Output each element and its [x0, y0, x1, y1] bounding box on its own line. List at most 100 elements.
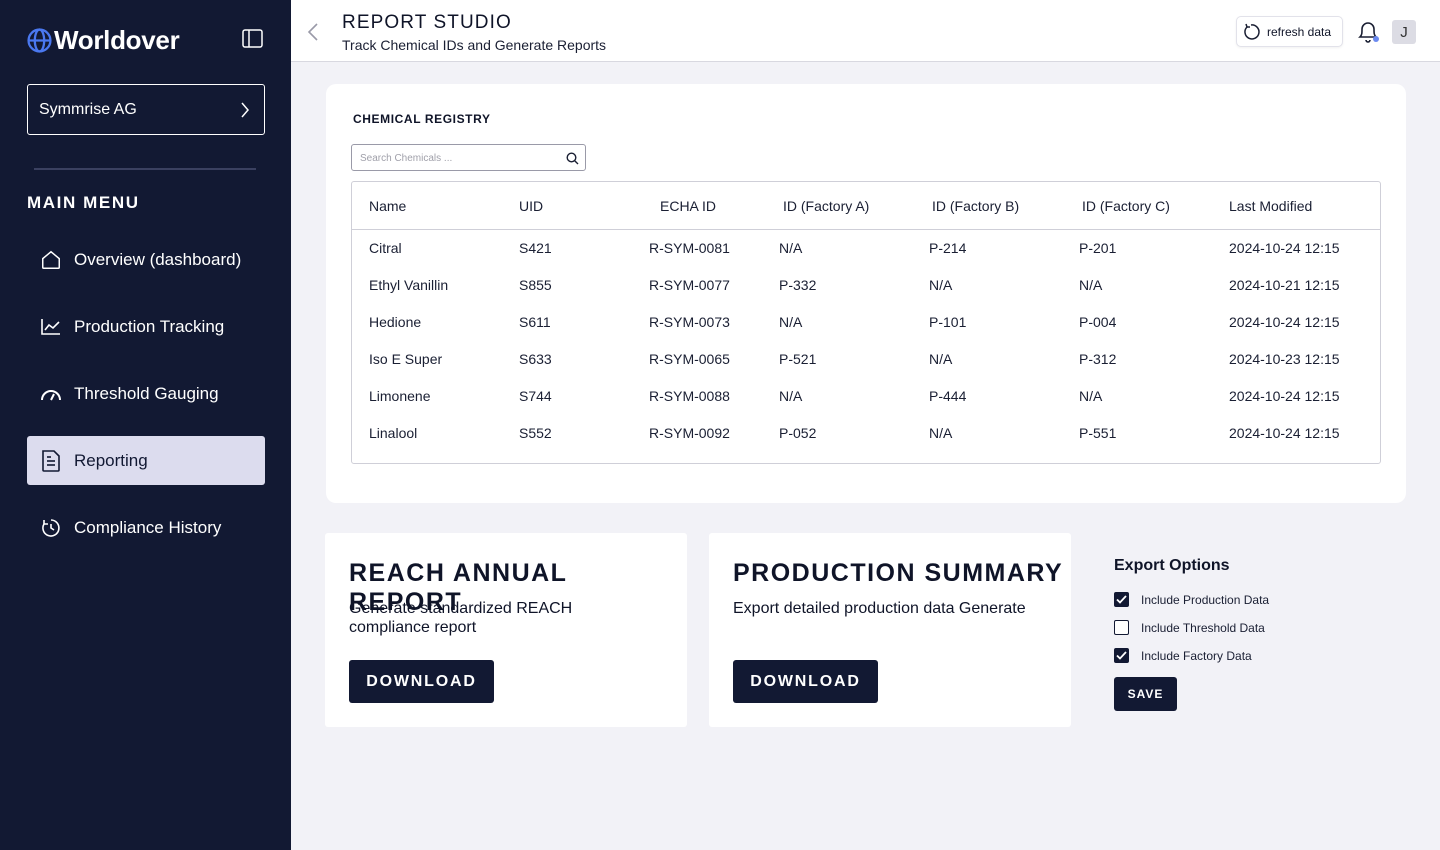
main-menu-heading: MAIN MENU	[27, 193, 140, 212]
table-row[interactable]: Limonene S744 R-SYM-0088 N/A P-444 N/A 2…	[352, 379, 1380, 416]
checkbox-unchecked[interactable]	[1114, 620, 1129, 635]
cell-factory-c: N/A	[1079, 388, 1103, 404]
save-button[interactable]: SAVE	[1114, 677, 1177, 711]
table-row[interactable]: Ethyl Vanillin S855 R-SYM-0077 P-332 N/A…	[352, 268, 1380, 305]
sidebar-item-reporting[interactable]: Reporting	[27, 436, 265, 485]
cell-uid: S552	[519, 425, 552, 441]
checkbox-checked[interactable]	[1114, 648, 1129, 663]
sidebar-item-label: Reporting	[74, 450, 148, 470]
cell-last-modified: 2024-10-24 12:15	[1229, 240, 1340, 256]
cell-last-modified: 2024-10-24 12:15	[1229, 425, 1340, 441]
table-row[interactable]: Linalool S552 R-SYM-0092 P-052 N/A P-551…	[352, 416, 1380, 453]
option-label: Include Threshold Data	[1141, 620, 1265, 635]
cell-last-modified: 2024-10-21 12:15	[1229, 277, 1340, 293]
chemical-table: Name UID ECHA ID ID (Factory A) ID (Fact…	[351, 181, 1381, 464]
option-label: Include Factory Data	[1141, 648, 1252, 663]
cell-echa-id: R-SYM-0077	[649, 277, 730, 293]
cell-factory-c: P-312	[1079, 351, 1117, 367]
refresh-data-label: refresh data	[1267, 24, 1332, 39]
report-description: Export detailed production data Generate	[733, 600, 1026, 617]
cell-name: Ethyl Vanillin	[369, 277, 449, 293]
table-row[interactable]: Iso E Super S633 R-SYM-0065 P-521 N/A P-…	[352, 342, 1380, 379]
page-title: REPORT STUDIO	[342, 12, 512, 33]
avatar[interactable]: J	[1392, 20, 1416, 44]
cell-uid: S744	[519, 388, 552, 404]
registry-title: CHEMICAL REGISTRY	[353, 112, 491, 126]
production-summary-card: PRODUCTION SUMMARY Export detailed produ…	[709, 533, 1071, 727]
cell-factory-a: N/A	[779, 314, 803, 330]
column-header-last-modified[interactable]: Last Modified	[1229, 198, 1313, 214]
search-input[interactable]	[360, 149, 560, 167]
export-options-panel: Export Options Include Production Data I…	[1114, 557, 1374, 711]
sidebar: Worldover Symmrise AG MAIN MENU Overview…	[0, 0, 291, 850]
download-reach-report-button[interactable]: DOWNLOAD	[349, 660, 494, 703]
column-header-uid[interactable]: UID	[519, 198, 544, 214]
cell-factory-c: P-004	[1079, 314, 1117, 330]
option-label: Include Production Data	[1141, 592, 1270, 607]
cell-factory-b: N/A	[929, 351, 953, 367]
download-production-summary-button[interactable]: DOWNLOAD	[733, 660, 878, 703]
chevron-right-icon	[241, 102, 249, 118]
report-title: PRODUCTION SUMMARY	[733, 559, 1064, 587]
cell-name: Citral	[369, 240, 402, 256]
cell-factory-b: P-101	[929, 314, 967, 330]
cell-factory-c: N/A	[1079, 277, 1103, 293]
brand-logo[interactable]: Worldover	[27, 25, 180, 56]
column-header-factory-a[interactable]: ID (Factory A)	[783, 198, 870, 214]
home-icon	[39, 248, 63, 272]
report-icon	[39, 449, 63, 473]
search-icon[interactable]	[566, 152, 579, 165]
cell-echa-id: R-SYM-0092	[649, 425, 730, 441]
cell-echa-id: R-SYM-0081	[649, 240, 730, 256]
cell-echa-id: R-SYM-0073	[649, 314, 730, 330]
sidebar-item-threshold-gauging[interactable]: Threshold Gauging	[27, 369, 265, 418]
column-header-name[interactable]: Name	[369, 198, 407, 214]
column-header-factory-b[interactable]: ID (Factory B)	[932, 198, 1020, 214]
report-title: REACH ANNUAL REPORT	[349, 559, 567, 616]
option-include-threshold-data[interactable]: Include Threshold Data	[1114, 620, 1265, 635]
option-include-production-data[interactable]: Include Production Data	[1114, 592, 1269, 607]
sidebar-item-compliance-history[interactable]: Compliance History	[27, 503, 265, 552]
cell-last-modified: 2024-10-24 12:15	[1229, 314, 1340, 330]
option-include-factory-data[interactable]: Include Factory Data	[1114, 648, 1252, 663]
column-header-factory-c[interactable]: ID (Factory C)	[1082, 198, 1170, 214]
cell-name: Limonene	[369, 388, 431, 404]
search-chemicals-box	[351, 144, 586, 171]
cell-factory-a: P-052	[779, 425, 817, 441]
sidebar-item-label: Compliance History	[74, 517, 222, 537]
cell-last-modified: 2024-10-24 12:15	[1229, 388, 1340, 404]
checkbox-checked[interactable]	[1114, 592, 1129, 607]
refresh-data-button[interactable]: refresh data	[1236, 16, 1343, 47]
cell-factory-b: N/A	[929, 425, 953, 441]
chart-line-icon	[39, 315, 63, 339]
sidebar-item-overview[interactable]: Overview (dashboard)	[27, 235, 265, 284]
back-arrow-icon[interactable]	[307, 23, 319, 41]
brand-name: Worldover	[54, 25, 180, 55]
table-row[interactable]: Hedione S611 R-SYM-0073 N/A P-101 P-004 …	[352, 305, 1380, 342]
gauge-icon	[39, 382, 63, 406]
cell-name: Hedione	[369, 314, 422, 330]
cell-uid: S611	[519, 314, 551, 330]
table-row[interactable]: Citral S421 R-SYM-0081 N/A P-214 P-201 2…	[352, 231, 1380, 268]
column-header-echa-id[interactable]: ECHA ID	[660, 198, 717, 214]
company-name: Symmrise AG	[39, 100, 137, 118]
sidebar-toggle-icon[interactable]	[242, 29, 263, 48]
cell-factory-b: P-214	[929, 240, 967, 256]
table-header: Name UID ECHA ID ID (Factory A) ID (Fact…	[352, 182, 1380, 230]
sidebar-item-label: Overview (dashboard)	[74, 249, 242, 269]
report-description: Generate standardized REACH compliance r…	[349, 600, 573, 636]
sidebar-item-label: Production Tracking	[74, 316, 225, 336]
sidebar-item-label: Threshold Gauging	[74, 383, 219, 403]
sidebar-item-production-tracking[interactable]: Production Tracking	[27, 302, 265, 351]
notification-bell-icon[interactable]	[1356, 19, 1380, 45]
cell-factory-a: P-332	[779, 277, 817, 293]
company-selector[interactable]: Symmrise AG	[27, 84, 265, 135]
cell-factory-a: N/A	[779, 240, 803, 256]
cell-factory-a: P-521	[779, 351, 817, 367]
page-subtitle: Track Chemical IDs and Generate Reports	[342, 37, 607, 53]
cell-factory-c: P-551	[1079, 425, 1117, 441]
cell-factory-a: N/A	[779, 388, 803, 404]
cell-uid: S633	[519, 351, 552, 367]
cell-factory-b: N/A	[929, 277, 953, 293]
cell-name: Iso E Super	[369, 351, 443, 367]
